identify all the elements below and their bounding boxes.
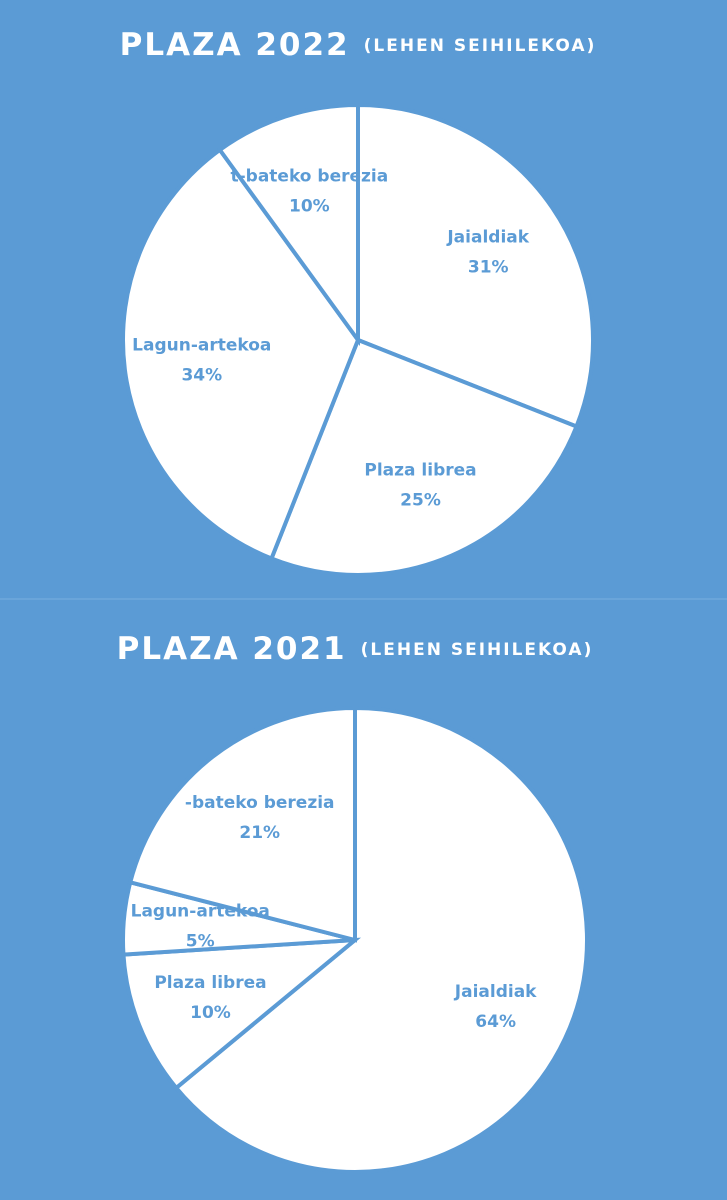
subtitle: (LEHEN SEIHILEKOA) [361, 640, 594, 660]
title: PLAZA 2022 [120, 27, 350, 63]
subtitle: (LEHEN SEIHILEKOA) [364, 36, 597, 56]
chart-title: PLAZA 2022 (LEHEN SEIHILEKOA) [120, 27, 597, 63]
slice [356, 102, 595, 430]
value-label: 10% [289, 196, 330, 216]
slice-label: Lagun-artekoa [132, 336, 271, 356]
value-label: 25% [400, 491, 441, 511]
slice-label: -bateko berezia [185, 793, 335, 813]
slice-label: Plaza librea [364, 461, 476, 481]
slice-label: Lagun-artekoa [131, 901, 270, 921]
value-label: 64% [475, 1012, 516, 1032]
slice-label: Jaialdiak [454, 982, 537, 1002]
slice-label: Plaza librea [154, 973, 266, 993]
value-label: 5% [186, 931, 215, 951]
slice [121, 147, 361, 562]
slice [173, 705, 589, 1174]
value-label: 10% [190, 1003, 231, 1023]
title: PLAZA 2021 [117, 631, 347, 667]
value-label: 21% [239, 823, 280, 843]
slice [127, 705, 357, 943]
slice-label: t-bateko berezia [230, 166, 388, 186]
value-label: 34% [181, 366, 222, 386]
slice [121, 937, 362, 1091]
chart-title: PLAZA 2021 (LEHEN SEIHILEKOA) [117, 631, 594, 667]
slice-label: Jaialdiak [446, 227, 529, 247]
value-label: 31% [468, 257, 509, 277]
slice [217, 102, 360, 347]
slice [268, 337, 580, 577]
